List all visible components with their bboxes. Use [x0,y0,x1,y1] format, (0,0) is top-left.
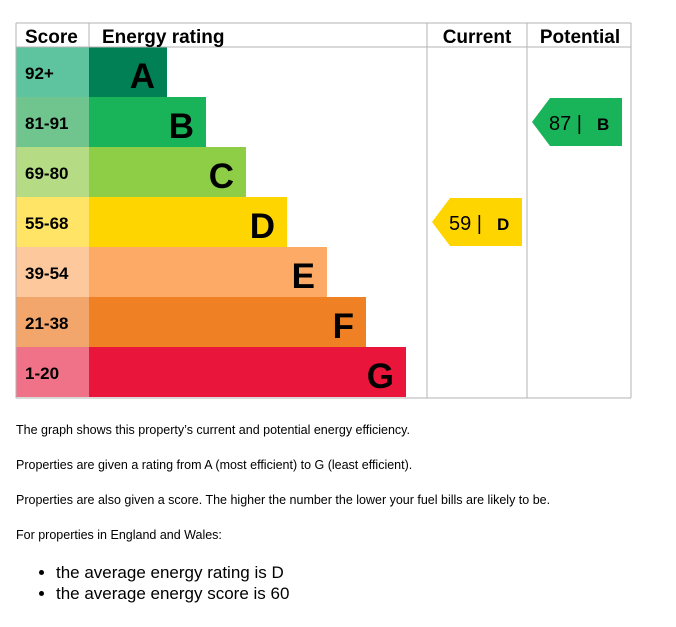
average-rating-item: the average energy rating is D [56,562,289,583]
energy-rating-chart: 92+ A 81-91 B 69-80 C 55-68 D 39-54 E 21-38 F 1-20 G S… [15,22,632,399]
score-range-label: 21-38 [25,314,68,333]
score-range-label: 55-68 [25,214,68,233]
averages-list: the average energy rating is D the avera… [16,562,289,604]
current-rating-letter: D [497,215,509,234]
header-current: Current [443,27,512,48]
description-line-1: The graph shows this property’s current … [16,423,410,437]
rating-letter: A [130,57,155,96]
rating-letter: G [367,357,394,396]
rating-letter: B [169,107,194,146]
header-energy-rating: Energy rating [102,27,224,48]
score-cell-e [16,247,89,297]
current-rating-arrow [432,198,522,246]
score-cell-a [16,47,89,97]
score-range-label: 81-91 [25,114,68,133]
average-score-item: the average energy score is 60 [56,583,289,604]
score-cell-b [16,97,89,147]
rating-letter: C [209,157,234,196]
score-cell-d [16,197,89,247]
rating-bar-b [89,97,206,147]
rating-bar-f [89,297,366,347]
score-cell-g [16,347,89,397]
description-line-2: Properties are given a rating from A (mo… [16,458,413,472]
score-cell-f [16,297,89,347]
score-range-label: 1-20 [25,364,59,383]
score-cell-c [16,147,89,197]
header-potential: Potential [540,27,620,48]
description-line-4: For properties in England and Wales: [16,528,222,542]
rating-bar-d [89,197,287,247]
header-score: Score [25,27,78,48]
potential-rating-arrow [532,98,622,146]
rating-letter: E [292,257,315,296]
rating-letter: F [333,307,354,346]
potential-rating-letter: B [597,115,609,134]
rating-bar-e [89,247,327,297]
current-score-label: 59 | [449,213,482,235]
score-range-label: 69-80 [25,164,68,183]
rating-bar-a [89,47,167,97]
rating-letter: D [250,207,275,246]
score-range-label: 92+ [25,64,54,83]
rating-bar-c [89,147,246,197]
description-line-3: Properties are also given a score. The h… [16,493,551,507]
potential-score-label: 87 | [549,113,582,135]
score-range-label: 39-54 [25,264,69,283]
rating-bar-g [89,347,406,397]
